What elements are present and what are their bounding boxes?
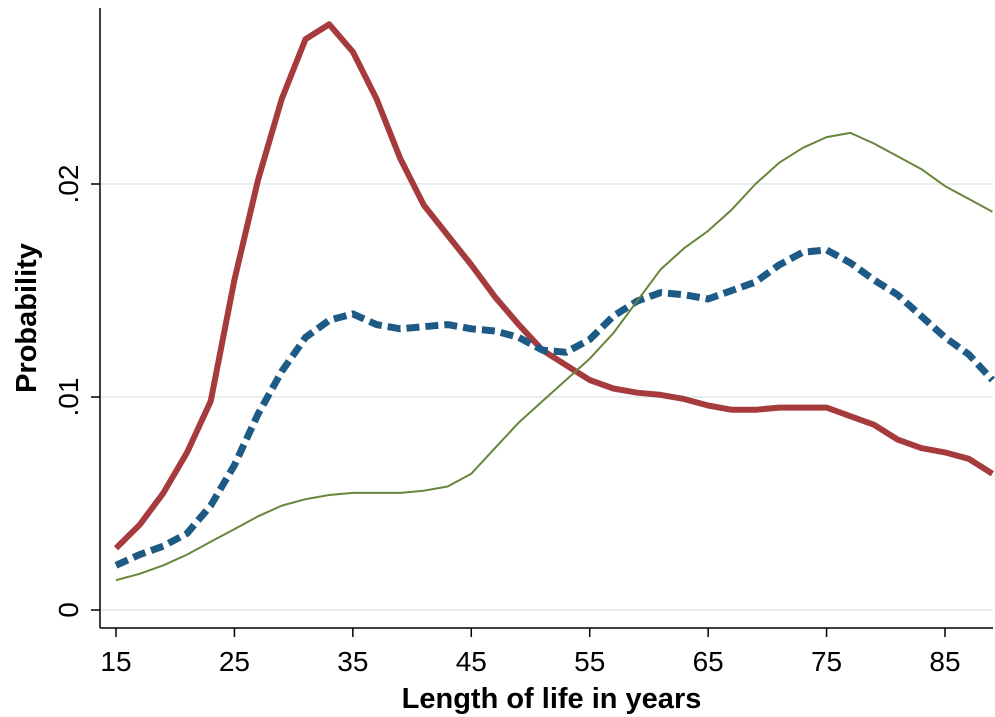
series-line-3 [115,131,993,582]
x-tick-label: 25 [219,646,250,677]
x-tick-label: 65 [693,646,724,677]
ticks: 0 .01 .02 15 25 35 45 55 65 75 85 [53,165,961,677]
y-tick-label: 0 [53,602,84,618]
y-tick-label: .02 [53,165,84,204]
axes [99,8,993,629]
x-tick-label: 45 [456,646,487,677]
x-tick-label: 75 [811,646,842,677]
x-tick-label: 85 [929,646,960,677]
x-tick-label: 55 [574,646,605,677]
series-line-2 [114,246,995,569]
x-axis-title: Length of life in years [402,683,702,715]
y-axis-title: Probability [11,243,43,393]
x-tick-label: 15 [100,646,131,677]
x-tick-label: 35 [337,646,368,677]
y-tick-label: .01 [53,378,84,417]
series-lines [113,21,995,582]
series-line-1 [113,21,994,551]
